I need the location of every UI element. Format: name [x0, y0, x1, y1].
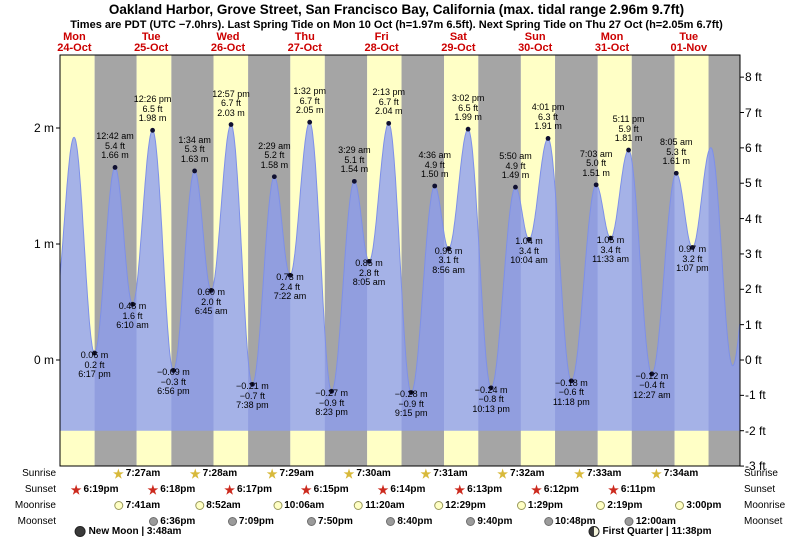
first-quarter-note-text: First Quarter | 11:38pm	[602, 526, 712, 537]
tide-extreme-dot	[366, 259, 372, 264]
sunrise-row-label-left: Sunrise	[22, 468, 56, 479]
tide-extreme-dot	[513, 184, 518, 190]
new-moon-note: New Moon | 3:48am	[74, 526, 182, 537]
moonrise-row-label-right: Moonrise	[744, 500, 786, 511]
tide-extreme-dot	[329, 388, 335, 394]
tide-extreme-dot	[228, 122, 234, 127]
plot-border	[59, 54, 741, 467]
sunset-row-label-right: Sunset	[744, 484, 776, 495]
tide-extreme-dot	[250, 381, 255, 387]
new-moon-note-text: New Moon | 3:48am	[88, 526, 182, 537]
tide-extreme-dot	[689, 245, 695, 250]
tide-extreme-dot	[271, 174, 277, 180]
first-quarter-icon	[588, 526, 600, 537]
moonrise-row-label-left: Moonrise	[14, 500, 56, 511]
moonset-row-label-left: Moonset	[17, 516, 56, 527]
first-quarter-note: First Quarter | 11:38pm	[588, 526, 712, 537]
tide-area	[60, 122, 740, 431]
tide-extreme-dot	[673, 170, 679, 176]
tide-extreme-dot	[307, 119, 313, 125]
page-title: Oakland Harbor, Grove Street, San Franci…	[108, 2, 685, 17]
tide-extreme-dot	[446, 246, 451, 252]
tide-extreme-dot	[545, 136, 551, 141]
new-moon-icon	[74, 526, 86, 537]
tide-extreme-dot	[408, 390, 414, 395]
tide-extreme-dot	[386, 120, 392, 126]
tide-extreme-dot	[626, 147, 631, 153]
tide-extreme-dot	[112, 165, 118, 170]
tide-extreme-dot	[130, 301, 135, 307]
tide-extreme-dot	[192, 168, 198, 174]
tide-extreme-dot	[208, 288, 214, 293]
tide-extreme-dot	[649, 371, 655, 377]
tide-extreme-dot	[526, 236, 532, 242]
tide-extreme-dot	[568, 378, 574, 384]
tide-extreme-dot	[593, 182, 599, 188]
sunrise-row-label-right: Sunrise	[744, 468, 778, 479]
tide-extreme-dot	[488, 385, 494, 391]
tide-extreme-dot	[170, 368, 176, 373]
sunset-row-label-left: Sunset	[24, 484, 56, 495]
tide-extreme-dot	[432, 183, 438, 189]
tide-extreme-dot	[608, 235, 613, 241]
moonset-row-label-right: Moonset	[744, 516, 783, 527]
page-subtitle: Times are PDT (UTC −7.0hrs). Last Spring…	[70, 19, 723, 31]
tide-extreme-dot	[351, 178, 357, 184]
tide-extreme-dot	[465, 126, 471, 132]
tide-extreme-dot	[92, 350, 97, 356]
tide-extreme-dot	[287, 272, 293, 278]
tide-extreme-dot	[150, 127, 155, 133]
